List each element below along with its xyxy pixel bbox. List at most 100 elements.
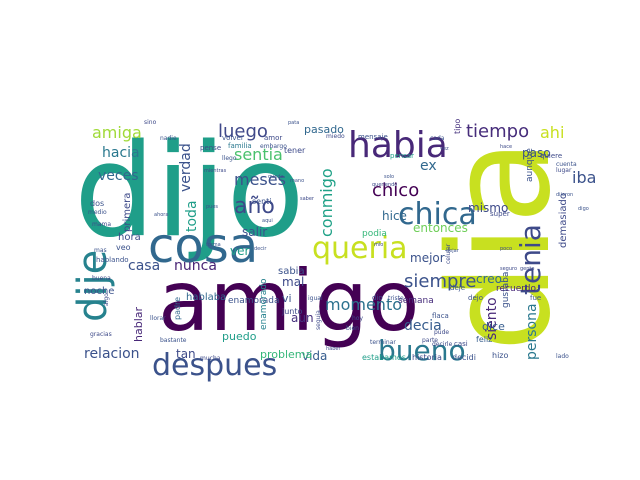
word-semana: semana xyxy=(398,296,434,306)
word-enamorado: enamorado xyxy=(259,278,269,330)
word-despues: despues xyxy=(152,348,277,383)
word-mismo: mismo xyxy=(468,201,508,215)
word-seguia: seguia xyxy=(315,310,322,330)
word-gustaba: gustaba xyxy=(501,272,511,308)
word-ahi: ahi xyxy=(540,123,564,142)
word-lugar: lugar xyxy=(556,167,572,174)
word-mas: mas xyxy=(94,247,107,254)
word-haber: haber xyxy=(326,346,341,352)
word-hablando: hablando xyxy=(96,256,129,264)
word-queda: queda xyxy=(268,174,284,180)
word-saber: saber xyxy=(300,196,315,202)
word-familia: familia xyxy=(228,142,252,150)
word-casa: casa xyxy=(128,258,160,274)
word-feliz: feliz xyxy=(476,335,492,344)
word-tan: tan xyxy=(176,347,196,361)
word-digo: digo xyxy=(578,206,589,212)
word-hora: hora xyxy=(118,232,141,243)
word-nunca: nunca xyxy=(174,258,217,274)
word-tiempo: tiempo xyxy=(466,121,529,142)
word-queriendo: queriendo xyxy=(372,182,397,188)
word-ex: ex xyxy=(420,158,437,174)
word-pasado: pasado xyxy=(304,123,344,136)
word-veo: veo xyxy=(116,243,131,252)
word-dije: dije xyxy=(70,250,116,322)
word-conmigo: conmigo xyxy=(317,168,336,237)
word-queria: queria xyxy=(312,231,408,266)
word-tenia: tenia xyxy=(514,224,547,295)
word-siempre: siempre xyxy=(404,271,477,292)
word-casi: casi xyxy=(454,340,468,348)
word-amigo: amigo xyxy=(158,252,419,350)
word-terminar: terminar xyxy=(370,339,396,346)
word-tener: tener xyxy=(284,146,306,155)
word-poco: poco xyxy=(500,246,512,252)
word-paso: paso xyxy=(522,146,551,160)
word-embargo: embargo xyxy=(260,143,287,150)
word-siento: siento xyxy=(484,297,500,340)
word-mio: mio xyxy=(374,242,383,248)
word-vi: vi xyxy=(282,292,292,305)
word-podia: podia xyxy=(362,229,387,239)
word-hace: hace xyxy=(500,144,512,150)
word-hizo: hizo xyxy=(492,351,508,360)
word-cosa: cosa xyxy=(148,218,258,274)
word-dijeron: dijeron xyxy=(556,192,573,198)
word-hice: hice xyxy=(382,209,407,223)
word-bien: bien xyxy=(346,325,359,332)
word-deje: deje xyxy=(450,284,465,292)
word-decia: decia xyxy=(404,318,442,334)
word-igual: igual xyxy=(308,295,323,302)
word-triste: triste xyxy=(388,295,404,302)
word-verdad: verdad xyxy=(178,143,194,192)
word-padre: padre xyxy=(173,297,182,320)
word-bastante: bastante xyxy=(160,337,187,344)
word-pense: pense xyxy=(200,144,221,152)
word-ver: ver xyxy=(230,244,249,258)
word-dejo: dejo xyxy=(468,294,483,302)
word-pude: pude xyxy=(434,329,449,336)
word-amiga: amiga xyxy=(92,123,142,142)
word-año: año xyxy=(234,194,275,219)
word-creo: creo xyxy=(476,272,502,286)
word-junto: junto xyxy=(281,307,303,316)
word-entonces: entonces xyxy=(413,221,468,235)
word-solo: solo xyxy=(384,174,394,180)
word-hoy: hoy xyxy=(352,315,363,322)
word-medio: medio xyxy=(88,209,107,216)
word-salir: salir xyxy=(242,225,267,239)
word-recuerdo: recuerdo xyxy=(496,284,536,294)
word-quiere: quiere xyxy=(540,152,562,160)
word-mama: mama xyxy=(92,221,111,228)
word-cada: cada xyxy=(430,135,445,142)
word-forma: forma xyxy=(206,242,221,248)
word-aunque: aunque xyxy=(525,148,535,182)
word-gracias: gracias xyxy=(90,331,112,338)
word-parte: parte xyxy=(422,337,438,344)
word-mal: mal xyxy=(282,275,304,289)
word-hablar: hablar xyxy=(132,307,145,342)
word-luego: luego xyxy=(218,121,268,142)
word-chico: chico xyxy=(372,180,419,201)
word-iba: iba xyxy=(572,168,596,187)
word-historia: historia xyxy=(412,353,442,362)
word-dia: dia xyxy=(419,138,582,352)
word-toda: toda xyxy=(184,200,200,232)
word-mucha: mucha xyxy=(200,355,221,362)
word-tipo: tipo xyxy=(453,119,462,134)
word-mientras: mientras xyxy=(204,168,227,174)
word-chica: chica xyxy=(398,197,477,232)
word-momento: momento xyxy=(325,295,402,314)
word-buena: buena xyxy=(92,275,111,282)
word-algo: algo xyxy=(103,293,110,306)
word-demasiado: demasiado xyxy=(558,193,569,248)
word-persona: persona xyxy=(524,303,540,360)
word-hablaba: hablaba xyxy=(186,292,226,303)
word-problema: problema xyxy=(260,348,312,361)
word-lado: lado xyxy=(556,353,569,360)
word-estabamos: estabamos xyxy=(362,353,406,362)
word-dice: dice xyxy=(482,320,505,333)
word-llego: llego xyxy=(222,155,237,162)
